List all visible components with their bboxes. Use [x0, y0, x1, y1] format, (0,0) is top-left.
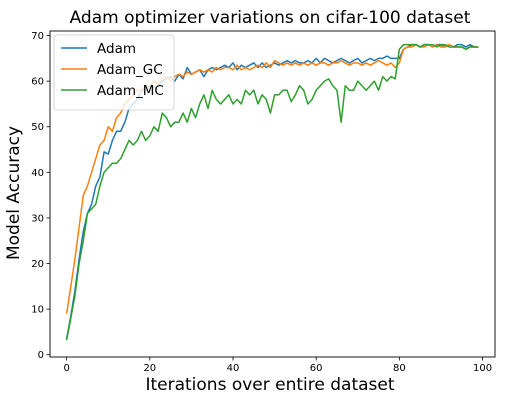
y-tick-label: 70: [31, 31, 44, 42]
x-tick-label: 100: [473, 363, 492, 374]
x-tick-label: 40: [227, 363, 240, 374]
y-tick-label: 40: [31, 168, 44, 179]
legend-label-adam: Adam: [97, 41, 136, 57]
x-axis-ticks: 0 20 40 60 80 100: [63, 357, 492, 374]
legend-label-adam-mc: Adam_MC: [97, 83, 164, 99]
x-tick-label: 20: [143, 363, 156, 374]
y-tick-label: 30: [31, 213, 44, 224]
legend-label-adam-gc: Adam_GC: [97, 62, 163, 78]
legend: Adam Adam_GC Adam_MC: [53, 34, 175, 111]
legend-box: [53, 34, 175, 111]
x-axis-label: Iterations over entire dataset: [145, 375, 394, 395]
y-tick-label: 50: [31, 122, 44, 133]
plot-frame: [49, 30, 496, 358]
y-tick-label: 20: [31, 259, 44, 270]
y-tick-label: 10: [31, 305, 44, 316]
x-tick-label: 0: [63, 363, 69, 374]
y-axis-label: Model Accuracy: [4, 126, 24, 260]
y-axis-ticks: 0 10 20 30 40 50 60 70: [31, 31, 50, 361]
chart-title: Adam optimizer variations on cifar-100 d…: [70, 8, 471, 28]
y-tick-label: 60: [31, 77, 44, 88]
x-tick-label: 60: [310, 363, 323, 374]
x-tick-label: 80: [393, 363, 406, 374]
y-tick-label: 0: [38, 350, 44, 361]
series-line-adam-mc: [65, 43, 479, 341]
